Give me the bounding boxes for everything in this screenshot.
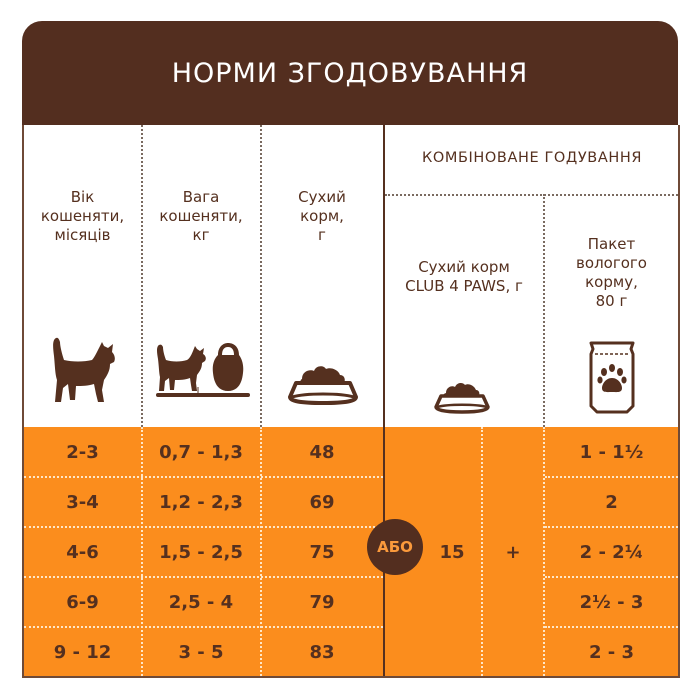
kitten-icon bbox=[53, 337, 115, 402]
header-line: корм, bbox=[300, 207, 344, 225]
divider bbox=[385, 194, 678, 196]
header-line: корму, bbox=[585, 273, 638, 291]
cell-weight: 0,7 - 1,3 bbox=[159, 441, 243, 463]
header-line: г bbox=[318, 226, 326, 244]
cell-age: 3-4 bbox=[66, 491, 99, 513]
food-bowl-icon bbox=[288, 366, 358, 405]
divider bbox=[543, 427, 545, 676]
page-title: НОРМИ ЗГОДОВУВАННЯ bbox=[171, 57, 529, 89]
header-combined-wet: Пакет вологого корму, 80 г bbox=[545, 235, 678, 311]
cell-wet-packs: 2 bbox=[605, 491, 618, 513]
row-divider bbox=[24, 576, 383, 578]
cell-dry: 48 bbox=[309, 441, 335, 463]
cell-wet-packs: 1 - 1½ bbox=[579, 441, 644, 463]
table-body: Вік кошеняти, місяців Вага кошеняти, кг … bbox=[22, 125, 680, 678]
cell-dry: 69 bbox=[309, 491, 335, 513]
header-line: кошеняти, bbox=[40, 207, 125, 225]
divider bbox=[141, 427, 143, 676]
cell-weight: 3 - 5 bbox=[178, 641, 224, 663]
header-line: Вага bbox=[182, 188, 220, 206]
divider bbox=[141, 125, 143, 427]
wet-food-pouch-icon bbox=[589, 341, 635, 414]
row-divider bbox=[545, 476, 678, 478]
cell-age: 9 - 12 bbox=[53, 641, 112, 663]
header-line: Вік bbox=[70, 188, 95, 206]
header-line: кг bbox=[192, 226, 210, 244]
divider bbox=[260, 125, 262, 427]
cell-weight: 1,5 - 2,5 bbox=[159, 541, 243, 563]
row-divider bbox=[24, 626, 383, 628]
row-divider bbox=[545, 626, 678, 628]
header-line: Сухий корм bbox=[418, 258, 510, 276]
cell-dry: 79 bbox=[309, 591, 335, 613]
row-divider bbox=[545, 526, 678, 528]
row-divider bbox=[24, 526, 383, 528]
cell-wet-packs: 2 - 2¼ bbox=[579, 541, 644, 563]
cell-wet-packs: 2½ - 3 bbox=[579, 591, 644, 613]
header-line: Пакет bbox=[587, 235, 636, 253]
header-combined-dry: Сухий корм CLUB 4 PAWS, г bbox=[385, 258, 543, 296]
header-weight: Вага кошеняти, кг bbox=[142, 188, 260, 245]
header-line: місяців bbox=[54, 226, 111, 244]
header-dry-food: Сухий корм, г bbox=[261, 188, 383, 245]
cell-dry: 83 bbox=[309, 641, 335, 663]
cell-wet-packs: 2 - 3 bbox=[588, 641, 635, 663]
cell-weight: 2,5 - 4 bbox=[168, 591, 234, 613]
food-bowl-small-icon bbox=[434, 382, 490, 414]
divider bbox=[481, 427, 483, 676]
header-line: CLUB 4 PAWS, г bbox=[405, 277, 523, 295]
cell-age: 6-9 bbox=[66, 591, 99, 613]
divider bbox=[383, 125, 385, 676]
table-header: НОРМИ ЗГОДОВУВАННЯ bbox=[22, 21, 678, 125]
header-combined-feeding: КОМБІНОВАНЕ ГОДУВАННЯ bbox=[421, 150, 643, 166]
header-age: Вік кошеняти, місяців bbox=[24, 188, 141, 245]
cell-combined-dry-grams: 15 bbox=[439, 541, 465, 563]
cell-weight: 1,2 - 2,3 bbox=[159, 491, 243, 513]
header-line: Сухий bbox=[298, 188, 346, 206]
row-divider bbox=[545, 576, 678, 578]
header-line: вологого bbox=[576, 254, 647, 272]
header-line: 80 г bbox=[595, 292, 628, 310]
divider bbox=[543, 194, 545, 427]
row-divider bbox=[24, 476, 383, 478]
cell-age: 2-3 bbox=[66, 441, 99, 463]
or-badge: АБО bbox=[367, 519, 423, 575]
header-line: кошеняти, bbox=[159, 207, 243, 225]
data-rows bbox=[24, 427, 678, 676]
cell-dry: 75 bbox=[309, 541, 335, 563]
cell-age: 4-6 bbox=[66, 541, 99, 563]
divider bbox=[260, 427, 262, 676]
plus-sign: + bbox=[505, 541, 521, 563]
column-headers bbox=[24, 125, 678, 427]
kitten-weight-icon bbox=[156, 343, 250, 397]
feeding-table-card: НОРМИ ЗГОДОВУВАННЯ Вік кошеняти, місяців bbox=[22, 21, 680, 678]
